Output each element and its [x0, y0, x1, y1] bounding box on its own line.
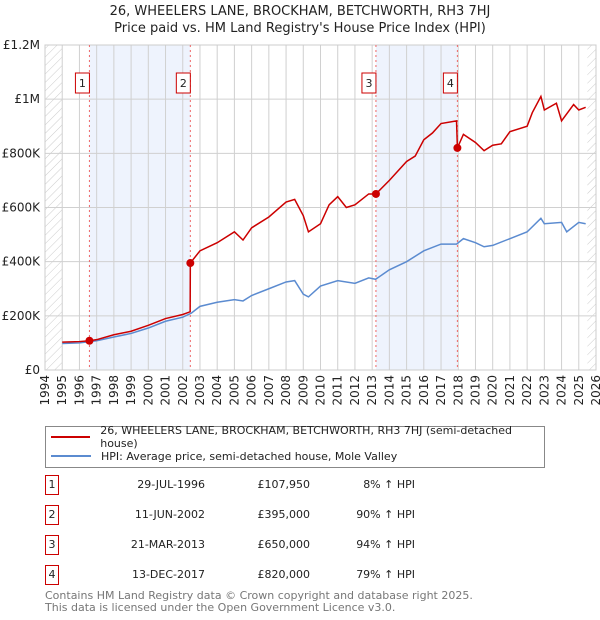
sale-point — [371, 189, 380, 198]
sale-date: 29-JUL-1996 — [137, 478, 205, 491]
sale-price: £820,000 — [257, 568, 311, 581]
y-tick-label: £1M — [14, 92, 40, 106]
property-price-line — [62, 94, 586, 343]
x-tick-label: 2018 — [451, 375, 465, 406]
sale-date: 13-DEC-2017 — [131, 568, 205, 581]
plot-area: 1994 1995 1996 1997 1998 1999 2000 2001 2002 2003… — [2, 38, 600, 406]
legend-label: 26, WHEELERS LANE, BROCKHAM, BETCHWORTH,… — [100, 424, 512, 450]
x-tick-label: 2020 — [486, 375, 500, 406]
x-tick-label: 2016 — [417, 375, 431, 406]
x-tick-label: 2026 — [589, 375, 600, 406]
x-tick-label: 2024 — [555, 375, 569, 406]
x-tick-label: 2007 — [262, 375, 276, 406]
sale-marker-badge: 1 — [45, 475, 59, 495]
x-tick-label: 2019 — [468, 375, 482, 406]
sale-label-box — [175, 72, 191, 94]
sale-price: £395,000 — [257, 508, 311, 521]
x-tick-label: 2022 — [520, 375, 534, 406]
x-tick-label: 2013 — [365, 375, 379, 406]
x-tick-label: 2025 — [572, 375, 586, 406]
sale-marker-badge: 4 — [45, 565, 59, 585]
y-tick-label: £0 — [25, 363, 40, 377]
x-tick-label: 2010 — [314, 375, 328, 406]
sale-price: £650,000 — [257, 538, 311, 551]
legend-item-hpi: HPI: Average price, semi-detached house,… — [51, 447, 397, 465]
sale-row: 1 29-JUL-1996 £107,950 8% ↑ HPI — [45, 475, 445, 495]
sale-label-box — [74, 72, 90, 94]
sale-date: 11-JUN-2002 — [134, 508, 205, 521]
sale-marker-badge: 3 — [45, 535, 59, 555]
sale-hpi: 8% ↑ HPI — [363, 478, 415, 491]
y-tick-label: £600K — [2, 201, 42, 215]
x-tick-label: 2009 — [296, 375, 310, 406]
legend-label: HPI: Average price, semi-detached house,… — [101, 449, 398, 463]
x-tick-label: 2001 — [159, 375, 173, 406]
y-tick-label: £1.2M — [3, 38, 40, 52]
x-tick-label: 2006 — [245, 375, 259, 406]
legend-item-property: 26, WHEELERS LANE, BROCKHAM, BETCHWORTH,… — [51, 424, 544, 450]
y-tick-label: £800K — [2, 146, 42, 160]
sale-label: 2 — [180, 77, 187, 90]
chart-title: 26, WHEELERS LANE, BROCKHAM, BETCHWORTH,… — [109, 4, 491, 19]
sale-hpi: 94% ↑ HPI — [356, 538, 415, 551]
sale-point — [85, 336, 94, 345]
sale-marker-badge: 2 — [45, 505, 59, 525]
hpi-line — [62, 217, 586, 345]
x-tick-label: 2002 — [176, 375, 190, 406]
x-tick-label: 2011 — [331, 375, 345, 406]
x-tick-label: 2003 — [193, 375, 207, 406]
sale-label-box — [442, 72, 458, 94]
sale-row: 3 21-MAR-2013 £650,000 94% ↑ HPI — [45, 535, 445, 555]
chart-subtitle: Price paid vs. HM Land Registry's House … — [114, 21, 486, 36]
y-tick-label: £400K — [2, 255, 42, 269]
x-tick-label: 1997 — [90, 375, 104, 406]
x-tick-label: 2008 — [279, 375, 293, 406]
x-tick-label: 2005 — [227, 375, 241, 406]
footer-copyright: Contains HM Land Registry data © Crown c… — [45, 589, 473, 602]
sale-label: 4 — [447, 77, 454, 90]
x-tick-label: 1996 — [72, 375, 86, 406]
plot-border — [44, 44, 597, 371]
sale-price: £107,950 — [257, 478, 311, 491]
x-tick-label: 2014 — [382, 375, 396, 406]
sale-point — [186, 259, 195, 268]
sale-row: 4 13-DEC-2017 £820,000 79% ↑ HPI — [45, 565, 445, 585]
x-tick-label: 1995 — [55, 375, 69, 406]
sale-label-box — [361, 72, 377, 94]
sale-date: 21-MAR-2013 — [130, 538, 205, 551]
x-tick-label: 2015 — [400, 375, 414, 406]
sale-row: 2 11-JUN-2002 £395,000 90% ↑ HPI — [45, 505, 445, 525]
x-tick-label: 2004 — [210, 375, 224, 406]
x-tick-label: 1998 — [107, 375, 121, 406]
footer-license: This data is licensed under the Open Gov… — [45, 601, 396, 614]
sale-point — [453, 143, 462, 152]
legend: 26, WHEELERS LANE, BROCKHAM, BETCHWORTH,… — [45, 424, 545, 468]
sale-label: 3 — [365, 77, 372, 90]
x-tick-label: 2000 — [141, 375, 155, 406]
x-tick-label: 2021 — [503, 375, 517, 406]
x-tick-label: 2012 — [348, 375, 362, 406]
x-tick-label: 1994 — [38, 375, 52, 406]
sale-label: 1 — [79, 77, 86, 90]
sale-hpi: 90% ↑ HPI — [356, 508, 415, 521]
y-tick-label: £200K — [2, 309, 42, 323]
sale-hpi: 79% ↑ HPI — [356, 568, 415, 581]
x-tick-label: 2017 — [434, 375, 448, 406]
x-tick-label: 1999 — [124, 375, 138, 406]
x-tick-label: 2023 — [537, 375, 551, 406]
